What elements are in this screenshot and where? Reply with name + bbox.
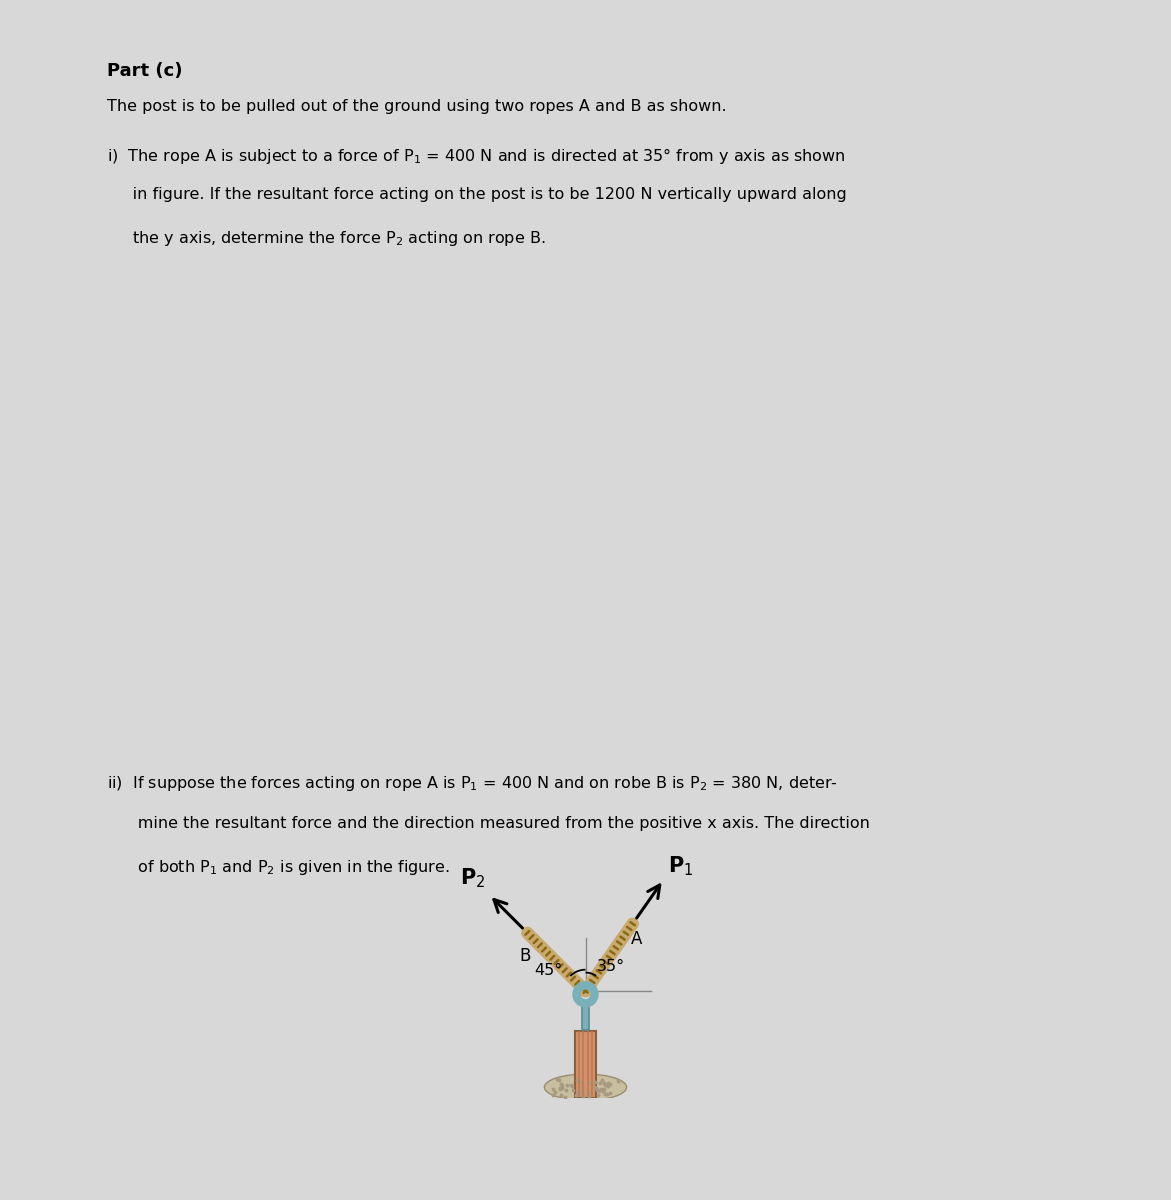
Text: A: A	[630, 930, 642, 948]
Text: in figure. If the resultant force acting on the post is to be 1200 N vertically : in figure. If the resultant force acting…	[107, 187, 847, 203]
Text: the y axis, determine the force P$_2$ acting on rope B.: the y axis, determine the force P$_2$ ac…	[107, 229, 545, 248]
Text: 35°: 35°	[597, 959, 625, 974]
Text: Part (c): Part (c)	[107, 62, 183, 80]
Text: mine the resultant force and the direction measured from the positive x axis. Th: mine the resultant force and the directi…	[107, 816, 870, 832]
Text: B: B	[520, 948, 532, 966]
Text: P$_2$: P$_2$	[460, 866, 486, 890]
Ellipse shape	[545, 1074, 626, 1100]
Text: 45°: 45°	[534, 964, 562, 978]
Text: The post is to be pulled out of the ground using two ropes A and B as shown.: The post is to be pulled out of the grou…	[107, 98, 726, 114]
Text: i)  The rope A is subject to a force of P$_1$ = 400 N and is directed at 35° fro: i) The rope A is subject to a force of P…	[107, 145, 845, 166]
Text: P$_1$: P$_1$	[669, 854, 693, 878]
Bar	[582, 1003, 589, 1030]
Text: of both P$_1$ and P$_2$ is given in the figure.: of both P$_1$ and P$_2$ is given in the …	[107, 858, 450, 877]
Bar	[575, 1031, 596, 1098]
Text: ii)  If suppose the forces acting on rope A is P$_1$ = 400 N and on robe B is P$: ii) If suppose the forces acting on rope…	[107, 774, 837, 793]
